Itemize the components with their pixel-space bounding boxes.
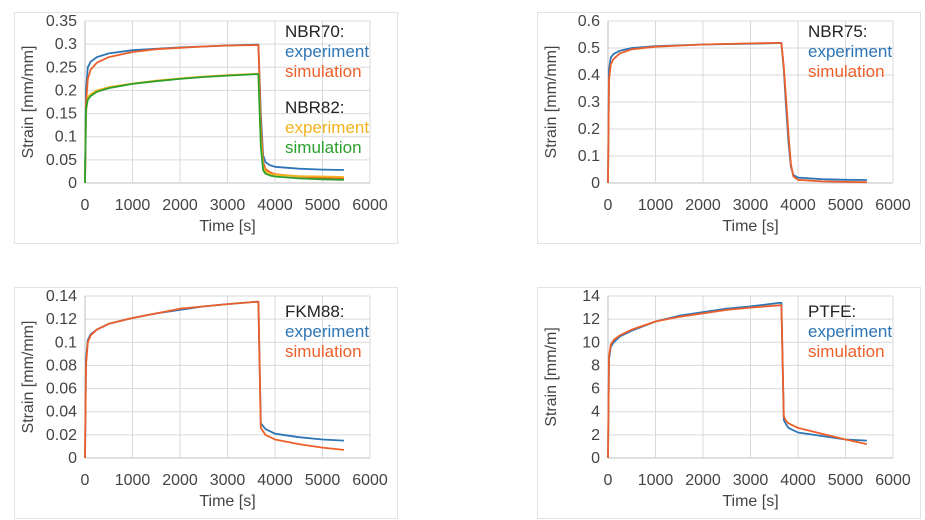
y-tick-label: 0 — [68, 175, 77, 192]
x-tick-label: 2000 — [685, 472, 721, 489]
series-line-2 — [84, 300, 344, 459]
chart-panel-nbr70-nbr82: 0 0.05 0.1 0.15 0.2 0.25 0.3 0.35 0 1000 2000 3000 4… — [14, 12, 398, 244]
y-tick-label: 0.15 — [46, 106, 77, 123]
y-axis-label: Strain [mm/mm] — [543, 46, 560, 159]
series-line-1 — [607, 302, 867, 459]
chart-svg-ptfe: 0 2 4 6 8 10 12 14 0 1000 2000 3000 4000 5000 6000 Time… — [543, 288, 911, 510]
x-tick-label: 3000 — [733, 197, 769, 214]
y-tick-label: 0.5 — [578, 40, 600, 57]
y-tick-label: 0.2 — [55, 82, 77, 99]
y-tick-label: 12 — [582, 311, 600, 328]
y-tick-label: 0 — [591, 175, 600, 192]
legend-annotation: simulation — [285, 138, 362, 157]
y-tick-label: 0.6 — [578, 13, 600, 30]
legend-annotation: NBR70: — [285, 22, 345, 41]
x-tick-label: 0 — [604, 197, 613, 214]
legend-annotation: simulation — [808, 342, 885, 361]
y-axis-label: Strain [mm/mm] — [20, 46, 37, 159]
x-tick-label: 3000 — [210, 197, 246, 214]
y-tick-label: 0.1 — [578, 148, 600, 165]
y-tick-label: 0.14 — [46, 288, 77, 305]
x-tick-label: 4000 — [780, 197, 816, 214]
x-tick-label: 5000 — [305, 472, 341, 489]
y-tick-label: 0.05 — [46, 152, 77, 169]
y-tick-label: 14 — [582, 288, 600, 305]
x-axis-label: Time [s] — [199, 218, 255, 235]
y-tick-label: 0.12 — [46, 311, 77, 328]
x-tick-label: 2000 — [162, 472, 198, 489]
chart-panel-nbr75: 0 0.1 0.2 0.3 0.4 0.5 0.6 0 1000 2000 3000 4000 5000… — [537, 12, 921, 244]
y-tick-label: 0.35 — [46, 13, 77, 30]
x-tick-label: 6000 — [875, 472, 911, 489]
y-tick-label: 0.04 — [46, 404, 77, 421]
legend-annotation: PTFE: — [808, 302, 856, 321]
x-tick-label: 4000 — [257, 197, 293, 214]
y-tick-label: 4 — [591, 404, 600, 421]
chart-panel-ptfe: 0 2 4 6 8 10 12 14 0 1000 2000 3000 4000 5000 6000 Time… — [537, 287, 921, 519]
y-tick-label: 0 — [591, 450, 600, 467]
y-axis-label: Strain [mm/mm] — [20, 321, 37, 434]
x-tick-label: 5000 — [828, 197, 864, 214]
series-line-4 — [84, 73, 344, 184]
y-tick-label: 0.3 — [55, 36, 77, 53]
legend-annotation: NBR82: — [285, 98, 345, 117]
legend-annotation: experiment — [285, 322, 369, 341]
legend-annotation: experiment — [808, 322, 892, 341]
x-tick-label: 3000 — [210, 472, 246, 489]
y-tick-label: 0.4 — [578, 67, 600, 84]
x-tick-label: 5000 — [305, 197, 341, 214]
y-tick-label: 0.1 — [55, 334, 77, 351]
x-tick-label: 3000 — [733, 472, 769, 489]
x-tick-label: 1000 — [638, 472, 674, 489]
legend-annotation: FKM88: — [285, 302, 345, 321]
y-tick-label: 6 — [591, 381, 600, 398]
x-tick-label: 4000 — [257, 472, 293, 489]
y-tick-label: 0.2 — [578, 121, 600, 138]
y-tick-label: 0.25 — [46, 59, 77, 76]
y-tick-label: 0.3 — [578, 94, 600, 111]
y-tick-label: 2 — [591, 427, 600, 444]
x-tick-label: 1000 — [115, 197, 151, 214]
y-tick-label: 0 — [68, 450, 77, 467]
legend-annotation: experiment — [285, 42, 369, 61]
x-axis-label: Time [s] — [199, 493, 255, 510]
x-tick-label: 4000 — [780, 472, 816, 489]
x-tick-label: 6000 — [352, 197, 388, 214]
x-tick-label: 1000 — [115, 472, 151, 489]
series-line-2 — [607, 42, 867, 184]
chart-svg-nbr70-nbr82: 0 0.05 0.1 0.15 0.2 0.25 0.3 0.35 0 1000 2000 3000 4… — [20, 13, 388, 235]
x-tick-label: 5000 — [828, 472, 864, 489]
x-tick-label: 0 — [81, 197, 90, 214]
x-tick-label: 0 — [81, 472, 90, 489]
y-tick-label: 0.1 — [55, 129, 77, 146]
series-line-2 — [607, 304, 868, 459]
x-axis-label: Time [s] — [722, 493, 778, 510]
x-tick-label: 2000 — [162, 197, 198, 214]
y-tick-label: 10 — [582, 334, 600, 351]
y-tick-label: 0.08 — [46, 357, 77, 374]
chart-panel-fkm88: 0 0.02 0.04 0.06 0.08 0.1 0.12 0.14 0 1000 2000 300… — [14, 287, 398, 519]
legend-annotation: simulation — [285, 62, 362, 81]
y-tick-label: 0.02 — [46, 427, 77, 444]
legend-annotation: simulation — [285, 342, 362, 361]
legend-annotation: NBR75: — [808, 22, 868, 41]
x-tick-label: 0 — [604, 472, 613, 489]
x-axis-label: Time [s] — [722, 218, 778, 235]
y-tick-label: 8 — [591, 357, 600, 374]
y-tick-label: 0.06 — [46, 381, 77, 398]
x-tick-label: 6000 — [875, 197, 911, 214]
legend-annotation: simulation — [808, 62, 885, 81]
x-tick-label: 1000 — [638, 197, 674, 214]
x-tick-label: 2000 — [685, 197, 721, 214]
legend-annotation: experiment — [285, 118, 369, 137]
chart-svg-fkm88: 0 0.02 0.04 0.06 0.08 0.1 0.12 0.14 0 1000 2000 300… — [20, 288, 388, 510]
legend-annotation: experiment — [808, 42, 892, 61]
x-tick-label: 6000 — [352, 472, 388, 489]
y-axis-label: Strain [mm/m] — [543, 327, 560, 427]
chart-svg-nbr75: 0 0.1 0.2 0.3 0.4 0.5 0.6 0 1000 2000 3000 4000 5000… — [543, 13, 911, 235]
